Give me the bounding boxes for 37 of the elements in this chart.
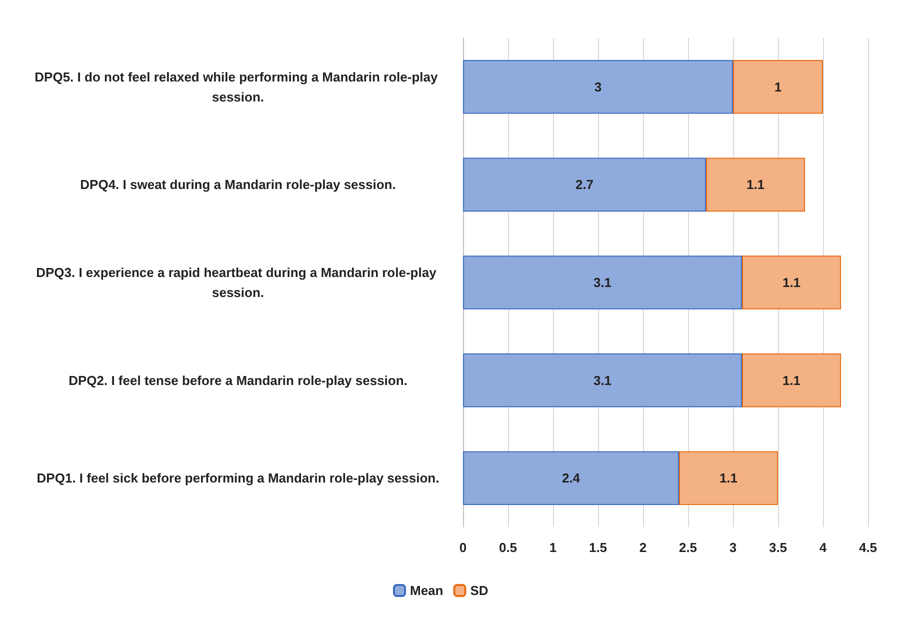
bar xyxy=(463,451,679,505)
legend-label: Mean xyxy=(410,583,444,598)
bar xyxy=(463,158,706,212)
y-tick-label: DPQ2. I feel tense before a Mandarin role-play session. xyxy=(68,372,408,388)
bar xyxy=(679,451,778,505)
data-label: 3.1 xyxy=(593,372,612,388)
data-label: 2.4 xyxy=(562,470,581,486)
bar xyxy=(742,256,841,310)
x-tick-label: 2.5 xyxy=(678,540,698,555)
x-tick-label: 0 xyxy=(459,540,467,555)
y-tick-label: DPQ4. I sweat during a Mandarin role-play session. xyxy=(80,177,396,192)
data-label: 2.7 xyxy=(575,177,594,192)
data-label: 3.1 xyxy=(593,275,612,290)
x-tick-label: 4.5 xyxy=(858,540,878,555)
x-tick-label: 0.5 xyxy=(498,540,518,555)
bar xyxy=(742,353,841,408)
bar xyxy=(706,158,805,212)
x-tick-label: 3 xyxy=(729,540,737,555)
data-label: 1.1 xyxy=(746,177,765,192)
bar xyxy=(733,60,823,114)
legend-label: SD xyxy=(470,583,488,598)
data-label: 3 xyxy=(594,79,602,94)
x-tick-label: 2 xyxy=(639,540,647,555)
x-tick-label: 1 xyxy=(549,540,557,555)
x-tick-label: 3.5 xyxy=(768,540,788,555)
data-label: 1.1 xyxy=(719,470,738,486)
y-tick-label: DPQ5. I do not feel relaxed while performing a Mandarin role-play session. xyxy=(34,69,442,104)
x-tick-label: 4 xyxy=(819,540,828,555)
y-tick-label: DPQ1. I feel sick before performing a Mandarin role-play session. xyxy=(36,470,440,486)
data-label: 1.1 xyxy=(782,372,801,388)
x-tick-label: 1.5 xyxy=(588,540,608,555)
bar xyxy=(463,60,733,114)
y-tick-label: DPQ3. I experience a rapid heartbeat during a Mandarin role-play session. xyxy=(36,265,440,300)
bar xyxy=(463,353,742,408)
bar xyxy=(463,256,742,310)
data-label: 1 xyxy=(774,79,782,94)
data-label: 1.1 xyxy=(782,275,801,290)
